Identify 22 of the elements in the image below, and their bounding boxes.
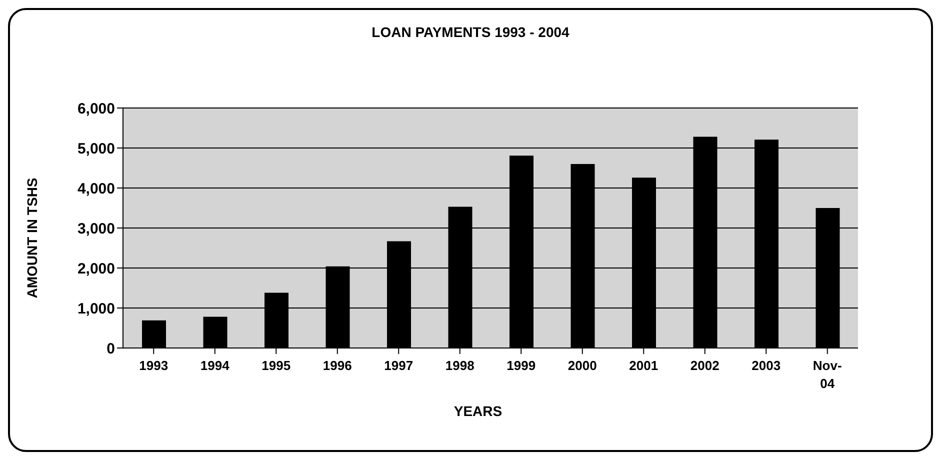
- x-tick-label: 1994: [200, 358, 230, 373]
- x-tick-label: 2003: [752, 358, 781, 373]
- x-tick-label: Nov-04: [812, 358, 842, 391]
- x-tick-label: 2002: [690, 358, 720, 373]
- y-tick-label: 5,000: [77, 140, 115, 158]
- x-tick-label: 1997: [384, 358, 414, 373]
- y-tick-label: 2,000: [77, 260, 115, 278]
- x-tick-label: 1993: [139, 358, 168, 373]
- x-tick-label: 2000: [568, 358, 597, 373]
- x-tick-label: 1998: [445, 358, 474, 373]
- chart-title: LOAN PAYMENTS 1993 - 2004: [370, 24, 570, 40]
- y-tick-label: 0: [106, 340, 115, 358]
- y-tick-label: 6,000: [77, 100, 115, 118]
- x-tick-label: 1996: [322, 358, 352, 373]
- x-tick-label: 2001: [629, 358, 658, 373]
- x-axis-title: YEARS: [452, 403, 504, 419]
- y-tick-label: 3,000: [77, 220, 115, 238]
- y-tick-label: 4,000: [77, 180, 115, 198]
- x-tick-label: 1995: [262, 358, 291, 373]
- x-tick-label: 1999: [506, 358, 536, 373]
- y-axis-title: AMOUNT IN TSHS: [24, 178, 40, 298]
- y-tick-label: 1,000: [77, 300, 115, 318]
